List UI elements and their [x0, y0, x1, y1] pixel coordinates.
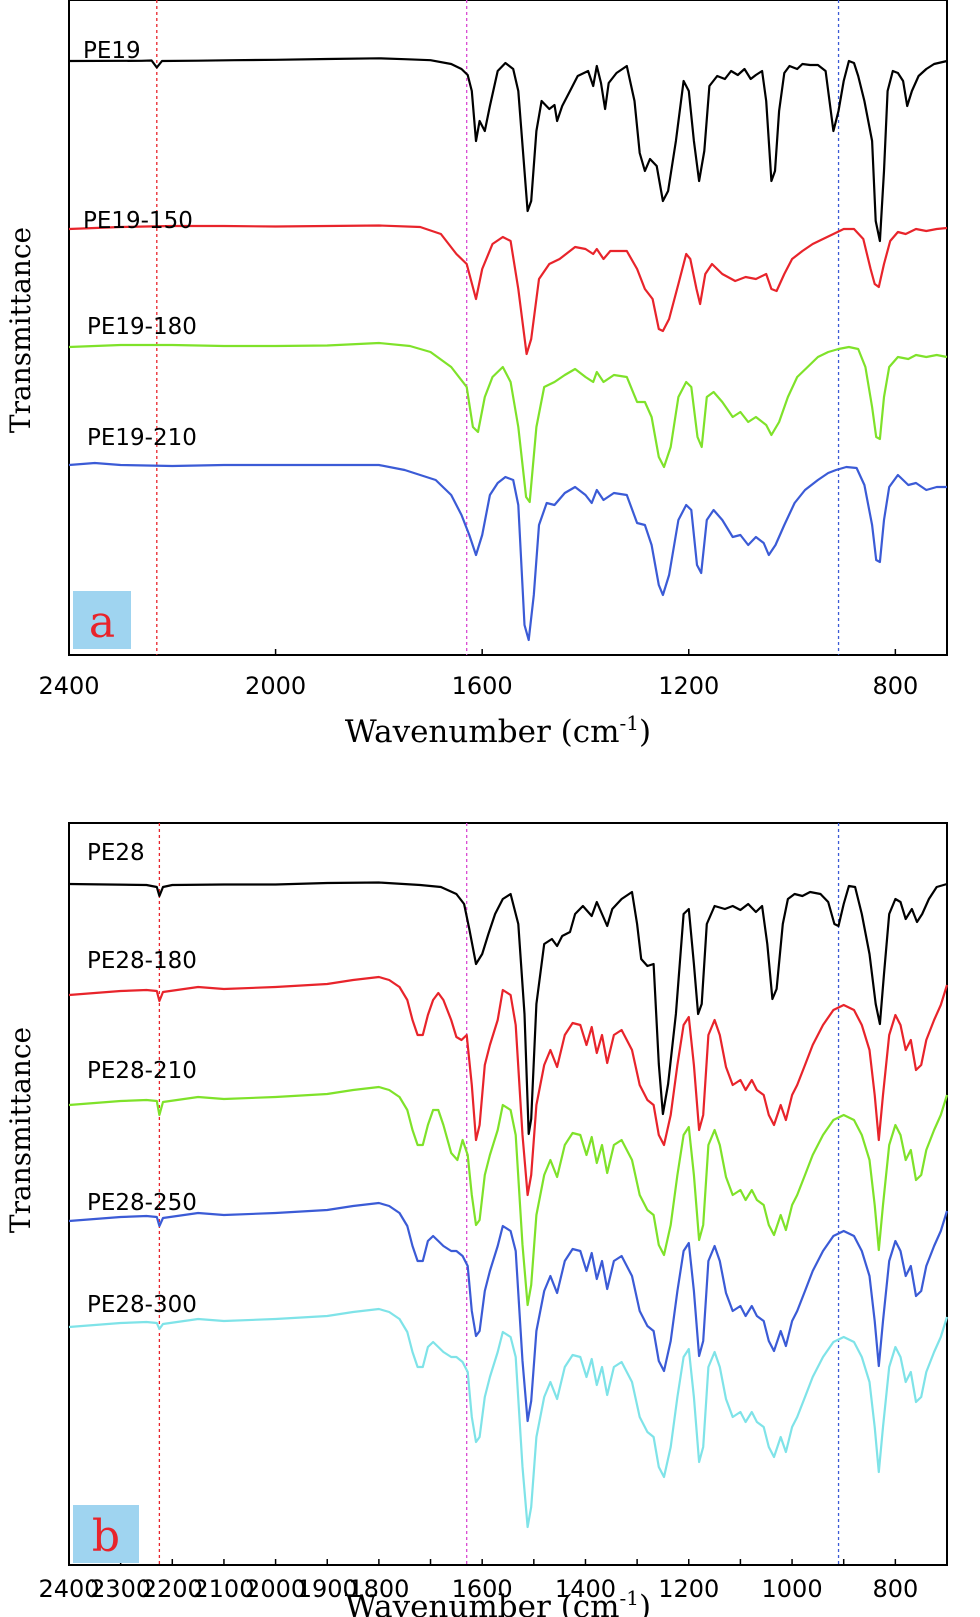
- x-tick-label: 2400: [38, 1575, 99, 1603]
- series-label-pe28-180: PE28-180: [87, 948, 197, 974]
- x-tick-label: 1000: [762, 1575, 823, 1603]
- x-tick-label: 2200: [142, 1575, 203, 1603]
- x-tick-label: 1800: [348, 1575, 409, 1603]
- x-tick-label: 1900: [297, 1575, 358, 1603]
- series-line-pe19: [68, 57, 948, 243]
- series-line-pe28-300: [68, 1307, 949, 1529]
- series-line-pe28-250: [68, 1201, 949, 1423]
- y-axis-title: Transmittance: [4, 1027, 37, 1233]
- series-label-pe19: PE19: [83, 38, 141, 64]
- x-tick-label: 1200: [658, 672, 719, 700]
- series-label-pe19-150: PE19-150: [83, 208, 193, 234]
- x-axis-title: Wavenumber (cm-1): [345, 711, 651, 750]
- x-tick-label: 2300: [90, 1575, 151, 1603]
- x-tick-label: 1200: [658, 1575, 719, 1603]
- x-axis-title-tail: ): [639, 1589, 651, 1617]
- x-tick-label: 1600: [452, 1575, 513, 1603]
- series-label-pe28-250: PE28-250: [87, 1190, 197, 1216]
- x-tick-label: 2100: [193, 1575, 254, 1603]
- x-tick-label: 2400: [38, 672, 99, 700]
- panel-a: 2400 2000 1600 1200 800 Wavenumber (cm-1) Tran…: [4, 0, 948, 750]
- x-axis-title: Wavenumber (cm-1): [345, 1586, 651, 1617]
- series-line-pe19-180: [68, 341, 948, 504]
- plot-frame: [68, 0, 948, 656]
- panel-label: a: [89, 597, 115, 648]
- x-axis-title-sup: -1: [619, 711, 638, 735]
- series-label-pe19-210: PE19-210: [87, 425, 197, 451]
- series-line-pe28-210: [68, 1085, 949, 1307]
- x-tick-label: 800: [872, 672, 918, 700]
- series-line-pe28-180: [68, 975, 949, 1197]
- series-label-pe19-180: PE19-180: [87, 314, 197, 340]
- x-tick-label: 1400: [555, 1575, 616, 1603]
- series-line-pe19-150: [68, 224, 948, 356]
- panel-label: b: [92, 1511, 120, 1562]
- x-axis-title-sup: -1: [619, 1586, 638, 1610]
- series-line-pe28: [68, 881, 948, 1136]
- x-tick-label: 1600: [452, 672, 513, 700]
- x-axis-title-tail: ): [639, 714, 651, 750]
- panel-label-box: [73, 1505, 139, 1563]
- x-tick-label: 800: [872, 1575, 918, 1603]
- series-label-pe28: PE28: [87, 840, 145, 866]
- series-label-pe28-300: PE28-300: [87, 1292, 197, 1318]
- series-label-pe28-210: PE28-210: [87, 1058, 197, 1084]
- series-line-pe19-210: [68, 461, 947, 642]
- panel-label-box: [73, 591, 131, 649]
- y-axis-title: Transmittance: [4, 227, 37, 433]
- plot-frame: [68, 822, 948, 1566]
- x-tick-label: 2000: [245, 1575, 306, 1603]
- x-tick-label: 2000: [245, 672, 306, 700]
